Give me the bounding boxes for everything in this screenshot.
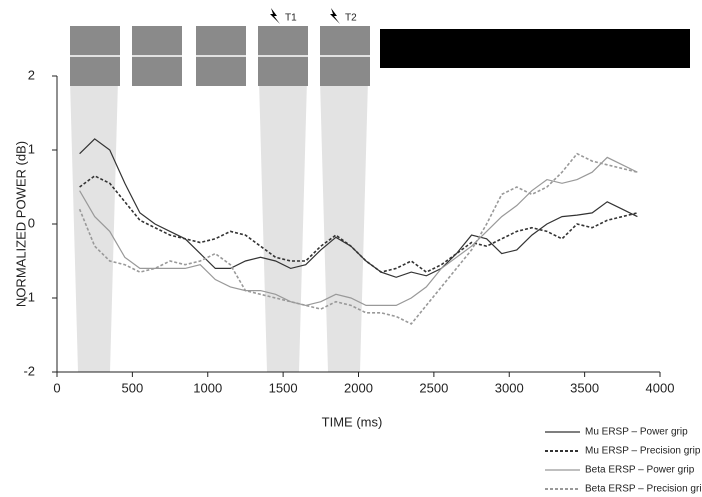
x-tick-label: 0	[53, 380, 60, 395]
y-tick-label: 2	[28, 67, 35, 82]
window	[70, 80, 118, 372]
y-tick-label: -1	[23, 289, 35, 304]
black-box	[380, 29, 690, 68]
y-tick-label: 1	[28, 141, 35, 156]
x-tick-label: 1000	[193, 380, 222, 395]
annotation: T1	[285, 13, 297, 24]
legend-label: Mu ERSP – Power grip	[585, 427, 688, 438]
time-windows	[70, 80, 368, 372]
x-tick-label: 3500	[570, 380, 599, 395]
chart: T1 T2 TIME (ms) NORMALIZED POWER (dB) -2…	[0, 0, 702, 497]
page: {"chart_data": {"type": "line", "xlabel"…	[0, 0, 702, 497]
legend-label: Mu ERSP – Precision grip	[585, 446, 701, 457]
window	[259, 80, 307, 372]
bolt-icon	[330, 8, 340, 24]
legend-label: Beta ERSP – Precision grip	[585, 484, 702, 495]
x-tick-label: 500	[122, 380, 144, 395]
y-tick-label: -2	[23, 363, 35, 378]
x-tick-label: 2000	[344, 380, 373, 395]
frames: T1 T2	[70, 8, 690, 86]
x-tick-label: 2500	[419, 380, 448, 395]
y-tick-label: 0	[28, 215, 35, 230]
bolt-icon	[270, 8, 280, 24]
x-tick-label: 3000	[495, 380, 524, 395]
x-tick-label: 1500	[269, 380, 298, 395]
window	[320, 80, 368, 372]
x-axis-label: TIME (ms)	[322, 414, 383, 429]
y-axis-label: NORMALIZED POWER (dB)	[13, 141, 28, 307]
annotation: T2	[345, 13, 357, 24]
x-tick-label: 4000	[646, 380, 675, 395]
legend-label: Beta ERSP – Power grip	[585, 465, 695, 476]
